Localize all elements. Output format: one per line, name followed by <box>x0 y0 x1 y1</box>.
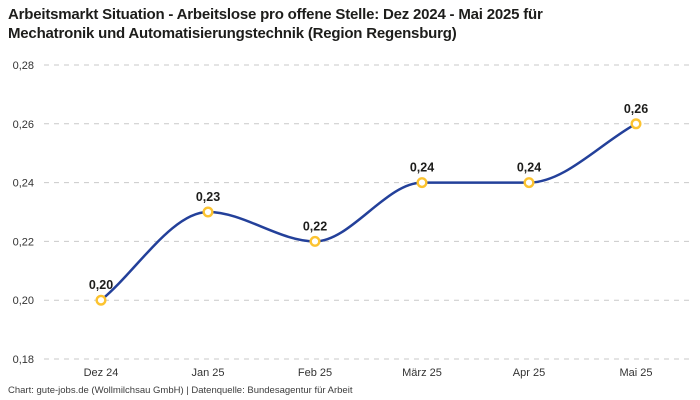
x-tick-label: März 25 <box>402 367 442 379</box>
data-point-label: 0,22 <box>303 219 327 233</box>
x-tick-label: Jan 25 <box>191 367 224 379</box>
chart-title-line2: Mechatronik und Automatisierungstechnik … <box>8 25 457 43</box>
data-point-marker <box>309 235 321 247</box>
x-tick-label: Apr 25 <box>513 367 545 379</box>
data-point-marker <box>523 177 535 189</box>
data-point-marker <box>202 206 214 218</box>
data-point-label: 0,26 <box>624 102 648 116</box>
y-tick-label: 0,26 <box>13 119 34 131</box>
data-point-marker <box>95 294 107 306</box>
chart-title: Arbeitsmarkt Situation - Arbeitslose pro… <box>8 5 648 43</box>
y-tick-label: 0,22 <box>13 236 34 248</box>
data-point-label: 0,20 <box>89 278 113 292</box>
y-tick-label: 0,24 <box>13 178 34 190</box>
y-tick-label: 0,20 <box>13 295 34 307</box>
line-chart-canvas: 0,28 0,26 0,24 0,22 0,20 0,18 Dez 24 Jan 25 Feb … <box>13 60 694 379</box>
chart-title-line1: Arbeitsmarkt Situation - Arbeitslose pro… <box>8 6 543 23</box>
x-tick-label: Dez 24 <box>84 367 119 379</box>
data-point-label: 0,24 <box>517 161 541 175</box>
x-tick-label: Feb 25 <box>298 367 332 379</box>
data-point-label: 0,24 <box>410 161 434 175</box>
y-tick-label: 0,28 <box>13 60 34 72</box>
data-point-marker <box>416 177 428 189</box>
x-tick-label: Mai 25 <box>619 367 652 379</box>
y-tick-label: 0,18 <box>13 354 34 366</box>
data-point-label: 0,23 <box>196 190 220 204</box>
series-line <box>99 122 638 302</box>
chart-source-caption: Chart: gute-jobs.de (Wollmilchsau GmbH) … <box>8 385 353 396</box>
data-point-marker <box>630 118 642 130</box>
